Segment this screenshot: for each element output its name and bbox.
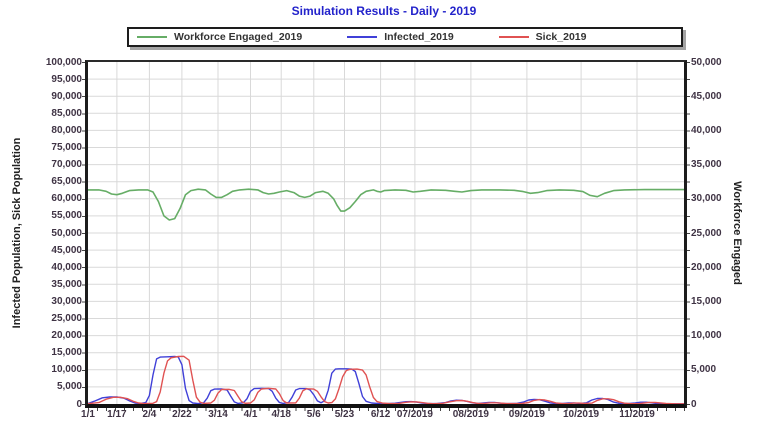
y-left-tick-marks xyxy=(82,62,85,405)
y-right-tick-label: 20,000 xyxy=(691,261,722,273)
x-tick-label: 4/1 xyxy=(243,409,258,420)
y-left-tick-label: 30,000 xyxy=(51,295,82,307)
x-tick-label: 1/17 xyxy=(107,409,127,420)
x-tick-label: 1/1 xyxy=(81,409,95,420)
y-right-tick-marks xyxy=(687,62,690,405)
y-left-tick-label: 90,000 xyxy=(51,90,82,102)
y-left-tick-label: 100,000 xyxy=(45,56,82,68)
x-tick-label: 08/2019 xyxy=(452,409,489,420)
x-tick-label: 07/2019 xyxy=(396,409,433,420)
y-left-tick-label: 15,000 xyxy=(51,347,82,359)
plot-frame xyxy=(85,60,687,408)
y-right-tick-label: 25,000 xyxy=(691,227,722,239)
y-right-tick-label: 0 xyxy=(691,398,697,410)
x-tick-label: 11/2019 xyxy=(619,409,655,420)
y-left-tick-label: 40,000 xyxy=(51,261,82,273)
y-left-tick-label: 5,000 xyxy=(56,381,82,393)
x-tick-label: 09/2019 xyxy=(508,409,545,420)
y-left-tick-label: 25,000 xyxy=(51,313,82,324)
y-left-tick-label: 10,000 xyxy=(51,364,82,376)
y-axis-left-title: Infected Population, Sick Population xyxy=(11,137,23,329)
y-right-tick-label: 50,000 xyxy=(691,56,722,68)
x-tick-label: 10/2019 xyxy=(562,409,600,420)
y-left-tick-label: 0 xyxy=(76,398,82,410)
y-right-tick-label: 40,000 xyxy=(691,124,722,136)
legend-item: Infected_2019 xyxy=(347,31,454,43)
legend-line-swatch xyxy=(498,36,529,38)
x-tick-marks xyxy=(88,408,685,411)
x-tick-label: 2/22 xyxy=(172,409,192,420)
y-right-tick-label: 5,000 xyxy=(691,364,717,376)
legend-item: Sick_2019 xyxy=(498,31,587,43)
legend-label: Sick_2019 xyxy=(535,31,587,43)
chart-canvas xyxy=(88,62,684,404)
y-left-tick-label: 80,000 xyxy=(51,124,82,136)
legend: Workforce Engaged_2019 Infected_2019 Sick_… xyxy=(127,27,683,47)
y-left-tick-label: 70,000 xyxy=(51,159,82,171)
y-left-tick-label: 45,000 xyxy=(51,244,82,256)
x-tick-label: 4/18 xyxy=(271,409,291,420)
legend-item: Workforce Engaged_2019 xyxy=(137,31,302,43)
y-left-tick-label: 55,000 xyxy=(51,210,82,222)
y-left-tick-label: 95,000 xyxy=(51,73,82,85)
y-left-tick-label: 75,000 xyxy=(51,142,82,153)
y-left-tick-label: 35,000 xyxy=(51,278,82,290)
legend-line-swatch xyxy=(137,36,167,38)
x-tick-label: 5/23 xyxy=(334,409,355,420)
legend-line-swatch xyxy=(347,36,378,38)
x-tick-label: 3/14 xyxy=(208,409,228,420)
y-left-tick-label: 60,000 xyxy=(51,193,82,205)
x-tick-label: 2/4 xyxy=(142,409,157,420)
y-left-tick-label: 65,000 xyxy=(51,176,82,188)
y-right-tick-label: 45,000 xyxy=(691,90,722,102)
chart-title: Simulation Results - Daily - 2019 xyxy=(291,4,477,18)
y-left-tick-label: 50,000 xyxy=(51,227,82,239)
legend-label: Infected_2019 xyxy=(384,31,454,43)
y-left-tick-label: 20,000 xyxy=(51,330,82,342)
y-left-tick-label: 85,000 xyxy=(51,107,82,119)
y-right-tick-label: 35,000 xyxy=(691,159,722,171)
y-right-tick-label: 30,000 xyxy=(691,193,722,205)
x-tick-label: 5/6 xyxy=(306,409,321,420)
x-tick-label: 6/12 xyxy=(370,409,391,420)
legend-label: Workforce Engaged_2019 xyxy=(174,31,303,43)
y-right-tick-label: 10,000 xyxy=(691,330,722,342)
y-right-tick-label: 15,000 xyxy=(691,295,722,307)
